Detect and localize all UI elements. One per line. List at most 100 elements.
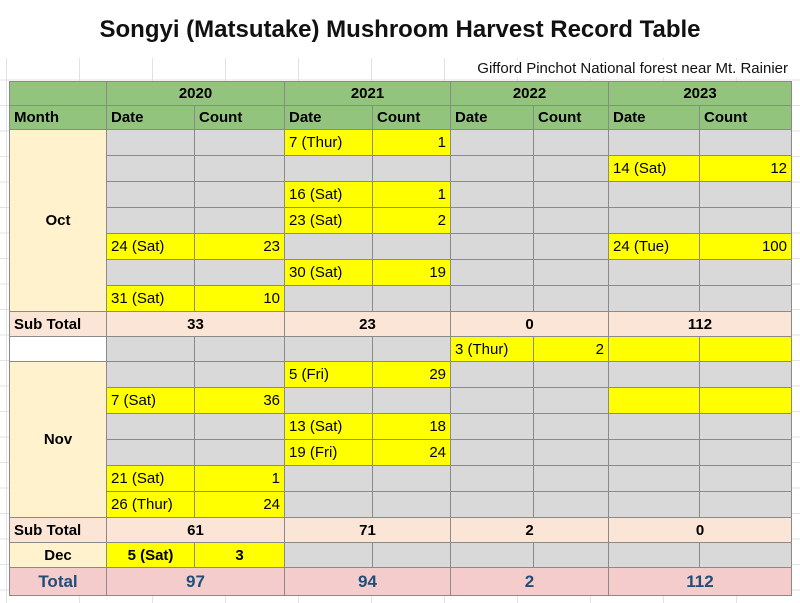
month-cell-blank: [9, 336, 107, 362]
subtotal-value: 112: [608, 311, 792, 337]
date-cell: [608, 361, 700, 388]
subtotal-value: 0: [608, 517, 792, 543]
count-cell: [699, 465, 792, 492]
year-header-2022: 2022: [450, 81, 609, 106]
date-cell: [608, 413, 700, 440]
date-cell: [608, 129, 700, 156]
count-cell: [533, 207, 609, 234]
count-cell: [533, 542, 609, 568]
count-cell: [533, 233, 609, 260]
table-row: 24 (Sat) 23 24 (Tue) 100: [10, 233, 792, 260]
subtotal-value: 0: [450, 311, 609, 337]
date-cell: [450, 129, 534, 156]
date-cell: 21 (Sat): [106, 465, 195, 492]
subtotal-label: Sub Total: [9, 311, 107, 337]
count-header-2023: Count: [699, 105, 792, 130]
total-value: 2: [450, 567, 609, 596]
date-cell: [450, 542, 534, 568]
date-cell: [608, 285, 700, 312]
total-value: 112: [608, 567, 792, 596]
date-cell: [608, 491, 700, 518]
date-cell: [284, 465, 373, 492]
column-header-row: Month Date Count Date Count Date Count D…: [9, 105, 792, 130]
date-cell: [450, 181, 534, 208]
date-cell: [106, 155, 195, 182]
subtotal-value: 23: [284, 311, 451, 337]
count-cell: [699, 207, 792, 234]
count-cell: [533, 491, 609, 518]
count-cell: [699, 439, 792, 466]
date-cell: 19 (Fri): [284, 439, 373, 466]
year-header-row: 2020 2021 2022 2023: [9, 81, 792, 106]
date-cell: [106, 361, 195, 388]
count-cell: 2: [372, 207, 451, 234]
date-cell: 5 (Fri): [284, 361, 373, 388]
date-cell: [450, 387, 534, 414]
date-cell: [284, 491, 373, 518]
date-cell: [284, 542, 373, 568]
date-cell: 14 (Sat): [608, 155, 700, 182]
count-cell: 18: [372, 413, 451, 440]
year-header-2023: 2023: [608, 81, 792, 106]
count-cell: 10: [194, 285, 285, 312]
date-cell: [106, 259, 195, 286]
count-cell: [533, 413, 609, 440]
table-row: Oct 7 (Thur) 1: [9, 129, 792, 312]
count-cell: [372, 542, 451, 568]
count-cell: [699, 181, 792, 208]
date-cell: [106, 439, 195, 466]
date-cell: 30 (Sat): [284, 259, 373, 286]
count-cell: [372, 336, 451, 362]
date-cell: 3 (Thur): [450, 336, 534, 362]
date-cell: [450, 361, 534, 388]
count-cell: [194, 361, 285, 388]
page-title: Songyi (Matsutake) Mushroom Harvest Reco…: [99, 16, 701, 43]
title-area: [0, 0, 800, 58]
count-cell: [533, 259, 609, 286]
date-cell: 26 (Thur): [106, 491, 195, 518]
date-cell: [450, 207, 534, 234]
count-cell: [372, 285, 451, 312]
total-row: Total 97 94 2 112: [9, 567, 792, 596]
count-cell: [699, 285, 792, 312]
date-cell: [450, 413, 534, 440]
table-row: 19 (Fri) 24: [10, 439, 792, 466]
count-cell: 1: [372, 129, 451, 156]
date-cell: [608, 439, 700, 466]
count-cell: [372, 155, 451, 182]
count-header-2021: Count: [372, 105, 451, 130]
date-cell: [608, 259, 700, 286]
count-cell: 23: [194, 233, 285, 260]
harvest-table: 2020 2021 2022 2023 Month Date Count Dat…: [9, 81, 792, 596]
count-cell: [699, 491, 792, 518]
count-cell: 1: [372, 181, 451, 208]
month-label-dec: Dec: [9, 542, 107, 568]
subtotal-value: 2: [450, 517, 609, 543]
count-cell: [194, 336, 285, 362]
table-row-dec: Dec 5 (Sat) 3: [9, 542, 792, 568]
date-cell: [284, 233, 373, 260]
year-header-2020: 2020: [106, 81, 285, 106]
total-value: 97: [106, 567, 285, 596]
count-cell: [533, 465, 609, 492]
count-cell: 19: [372, 259, 451, 286]
subtotal-row-nov: Sub Total 61 71 2 0: [9, 517, 792, 543]
count-cell: 12: [699, 155, 792, 182]
date-cell: [106, 129, 195, 156]
date-cell: 24 (Tue): [608, 233, 700, 260]
count-header-2022: Count: [533, 105, 609, 130]
date-header-2020: Date: [106, 105, 195, 130]
header-blank-cell: [9, 81, 107, 106]
date-cell: 31 (Sat): [106, 285, 195, 312]
count-cell: [533, 285, 609, 312]
date-cell: [450, 491, 534, 518]
date-cell: [284, 285, 373, 312]
count-cell: [194, 155, 285, 182]
subtotal-value: 33: [106, 311, 285, 337]
date-cell: [450, 285, 534, 312]
date-cell: 24 (Sat): [106, 233, 195, 260]
subtotal-label: Sub Total: [9, 517, 107, 543]
count-cell: [372, 233, 451, 260]
count-cell: [194, 129, 285, 156]
date-cell: [284, 336, 373, 362]
